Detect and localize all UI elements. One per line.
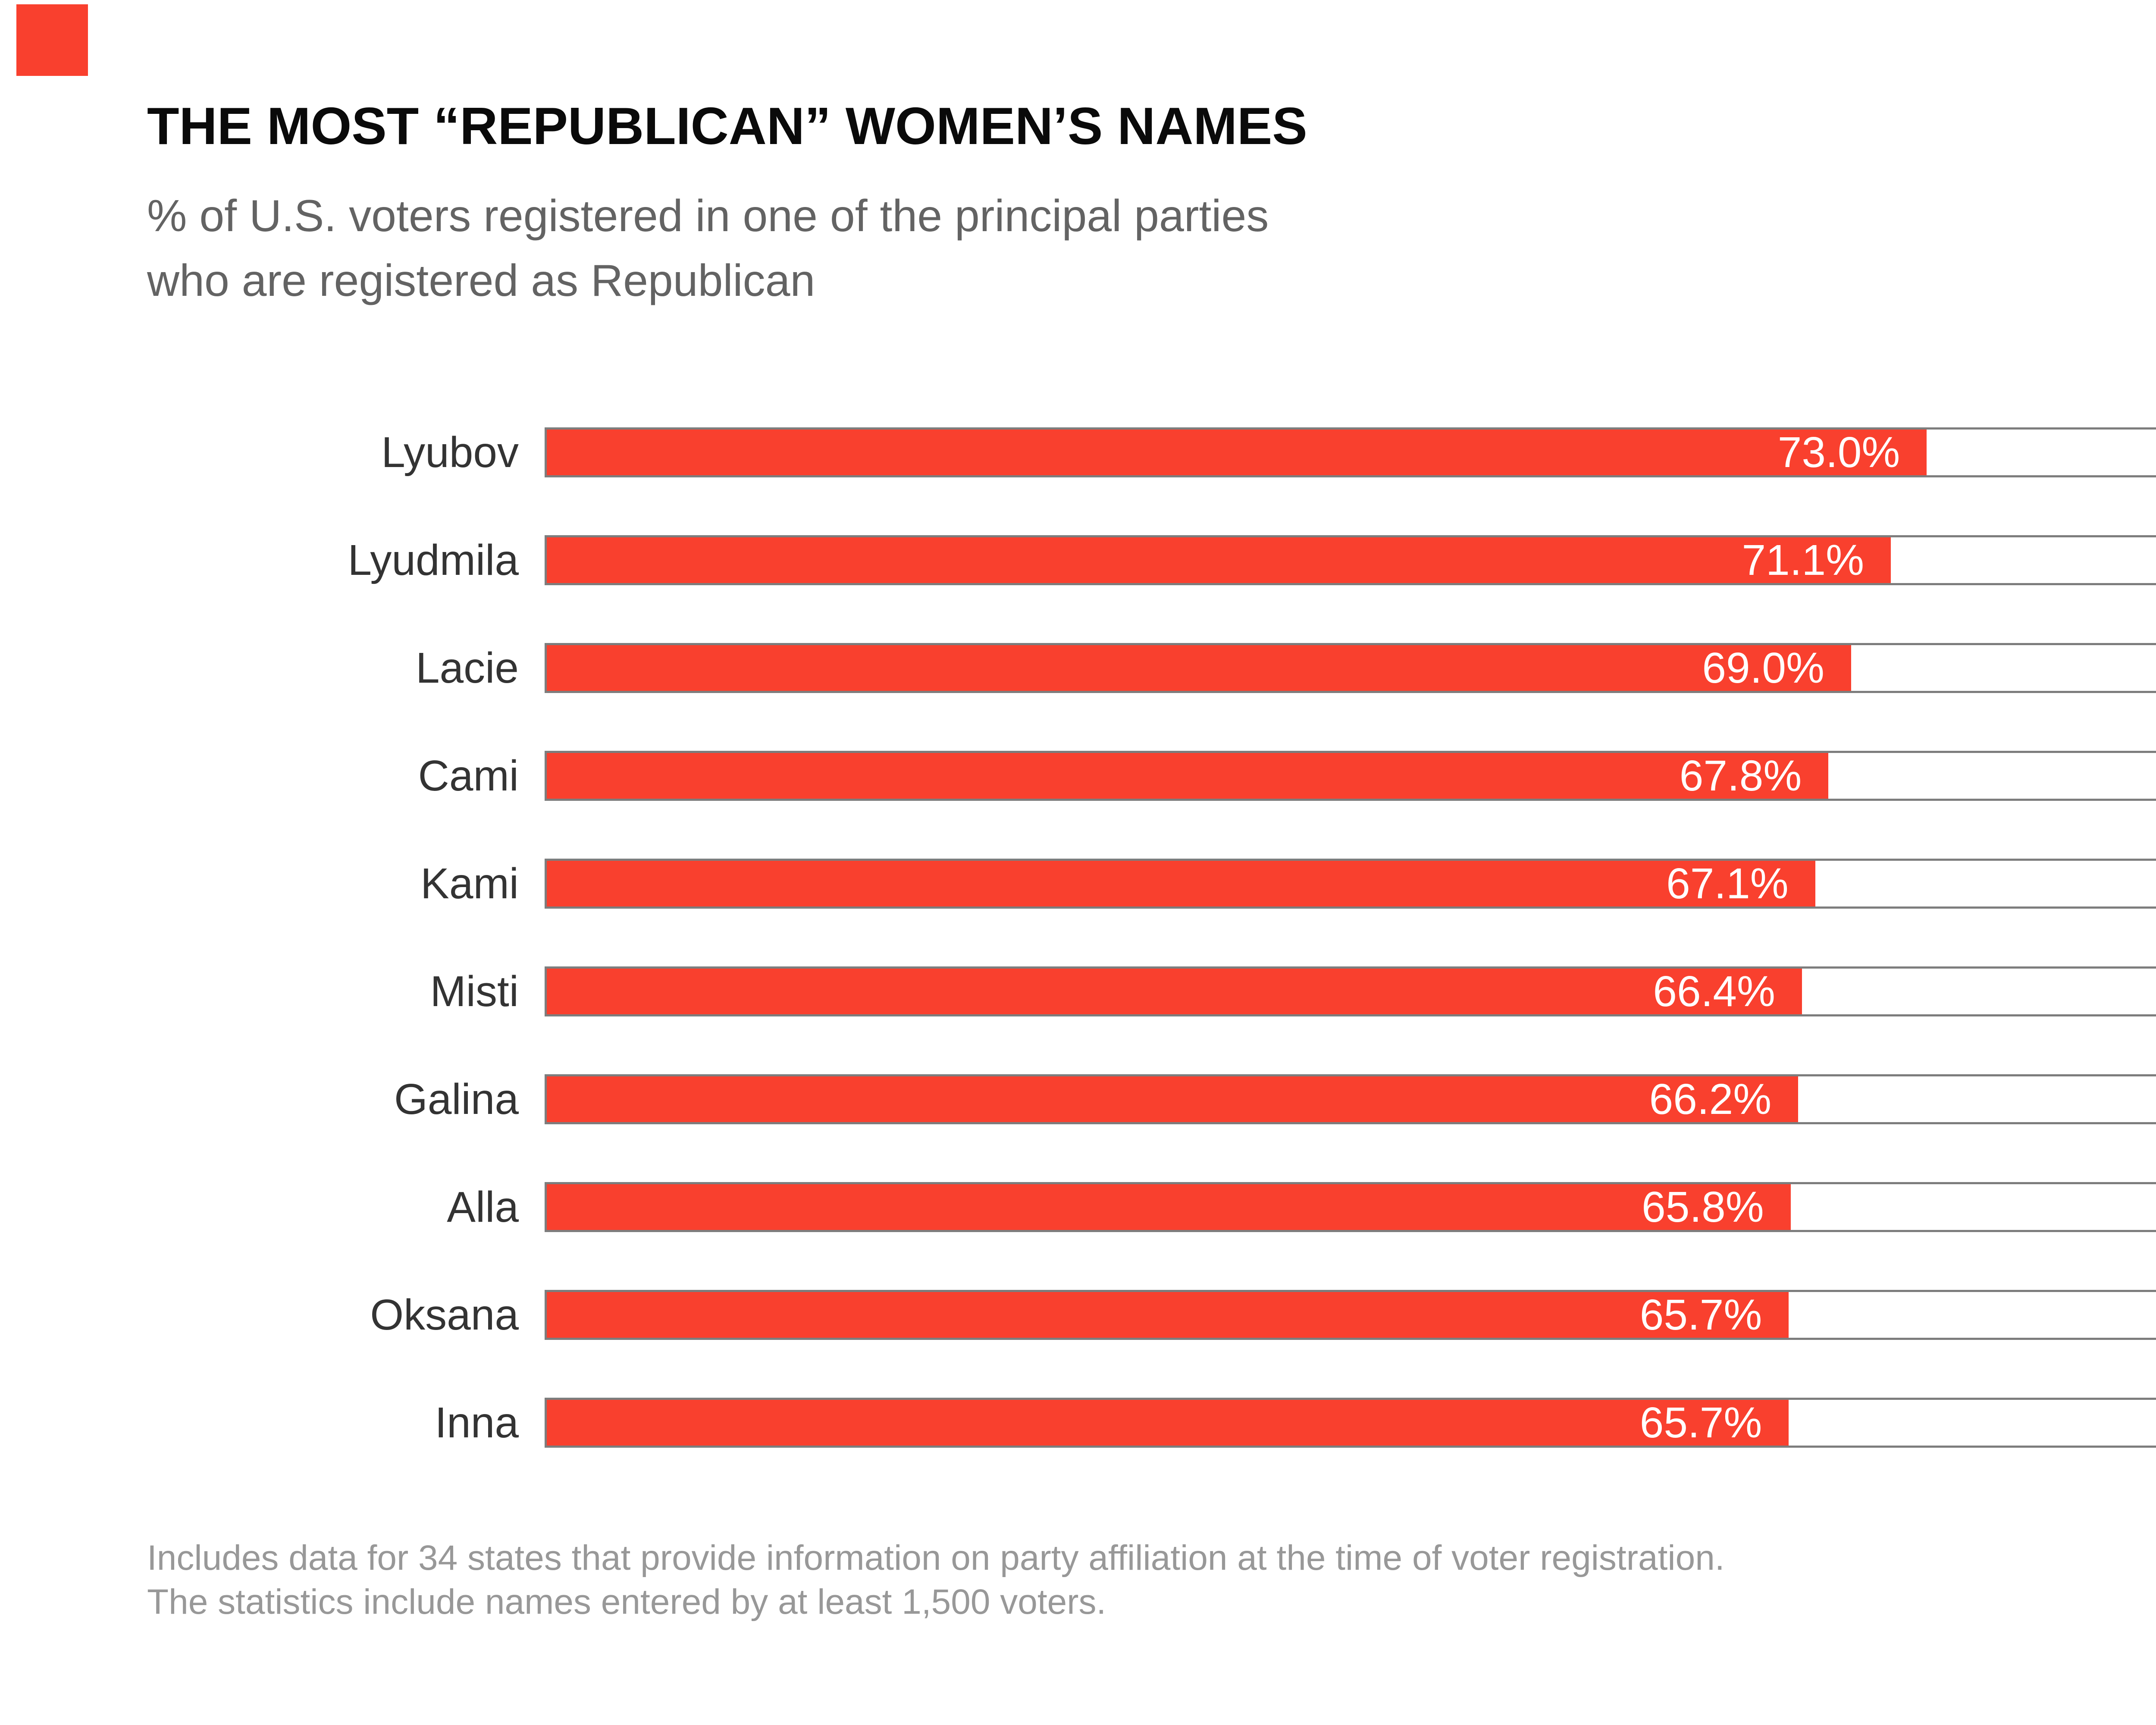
bar-value: 67.1% bbox=[1666, 859, 1789, 908]
bar-fill: 67.8% bbox=[547, 752, 1829, 800]
bar-value: 65.7% bbox=[1639, 1291, 1762, 1339]
bar-track: 65.8% bbox=[545, 1182, 2156, 1232]
bar-fill: 66.4% bbox=[547, 969, 1802, 1014]
bar-track: 66.4% bbox=[545, 966, 2156, 1016]
bar-label: Misti bbox=[430, 967, 519, 1016]
bar-row: Lacie 69.0% bbox=[0, 643, 2156, 693]
bar-value: 66.2% bbox=[1649, 1075, 1772, 1123]
bar-track: 65.7% bbox=[545, 1290, 2156, 1340]
bar-row: Misti 66.4% bbox=[0, 966, 2156, 1016]
bar-value: 67.8% bbox=[1679, 752, 1802, 800]
footnote-line-2: The statistics include names entered by … bbox=[147, 1582, 1106, 1622]
subtitle-line-1: % of U.S. voters registered in one of th… bbox=[147, 191, 1269, 241]
bar-track: 71.1% bbox=[545, 535, 2156, 585]
bar-label: Lacie bbox=[415, 644, 519, 692]
red-square-icon bbox=[16, 4, 88, 76]
bar-label: Galina bbox=[394, 1075, 519, 1123]
bar-track: 67.1% bbox=[545, 859, 2156, 909]
bar-value: 65.8% bbox=[1642, 1183, 1764, 1231]
bar-row: Cami 67.8% bbox=[0, 751, 2156, 801]
bar-label: Lyudmila bbox=[348, 536, 519, 584]
bar-row: Alla 65.8% bbox=[0, 1182, 2156, 1232]
bar-row: Galina 66.2% bbox=[0, 1074, 2156, 1124]
bar-track: 65.7% bbox=[545, 1398, 2156, 1448]
bar-value: 65.7% bbox=[1639, 1399, 1762, 1447]
bar-label: Lyubov bbox=[381, 428, 519, 477]
bar-fill: 73.0% bbox=[547, 430, 1927, 475]
bar-value: 66.4% bbox=[1653, 967, 1775, 1016]
bar-value: 73.0% bbox=[1777, 428, 1900, 477]
bar-fill: 69.0% bbox=[547, 645, 1851, 691]
page-subtitle: % of U.S. voters registered in one of th… bbox=[147, 184, 1269, 313]
bar-row: Oksana 65.7% bbox=[0, 1290, 2156, 1340]
bar-chart: Lyubov 73.0% Lyudmila 71.1% Lacie 69.0% Cami 67… bbox=[0, 427, 2156, 1448]
bar-label: Kami bbox=[420, 859, 519, 908]
bar-track: 69.0% bbox=[545, 643, 2156, 693]
bar-label: Oksana bbox=[370, 1291, 519, 1339]
footnote: Includes data for 34 states that provide… bbox=[147, 1536, 1725, 1624]
bar-label: Alla bbox=[447, 1183, 519, 1231]
subtitle-line-2: who are registered as Republican bbox=[147, 256, 815, 306]
bar-value: 69.0% bbox=[1702, 644, 1824, 692]
bar-value: 71.1% bbox=[1742, 536, 1865, 584]
bar-fill: 71.1% bbox=[547, 537, 1891, 583]
bar-fill: 65.7% bbox=[547, 1400, 1789, 1446]
bar-row: Lyubov 73.0% bbox=[0, 427, 2156, 477]
bar-row: Inna 65.7% bbox=[0, 1398, 2156, 1448]
bar-label: Cami bbox=[418, 752, 519, 800]
bar-row: Lyudmila 71.1% bbox=[0, 535, 2156, 585]
bar-row: Kami 67.1% bbox=[0, 859, 2156, 909]
footnote-line-1: Includes data for 34 states that provide… bbox=[147, 1538, 1725, 1578]
page-title: THE MOST “REPUBLICAN” WOMEN’S NAMES bbox=[147, 97, 1307, 155]
bar-track: 67.8% bbox=[545, 751, 2156, 801]
bar-fill: 65.7% bbox=[547, 1292, 1789, 1338]
bar-fill: 66.2% bbox=[547, 1075, 1799, 1123]
bar-track: 66.2% bbox=[545, 1074, 2156, 1124]
bar-label: Inna bbox=[435, 1399, 519, 1447]
bar-fill: 67.1% bbox=[547, 861, 1815, 906]
bar-track: 73.0% bbox=[545, 427, 2156, 477]
bar-fill: 65.8% bbox=[547, 1184, 1791, 1230]
